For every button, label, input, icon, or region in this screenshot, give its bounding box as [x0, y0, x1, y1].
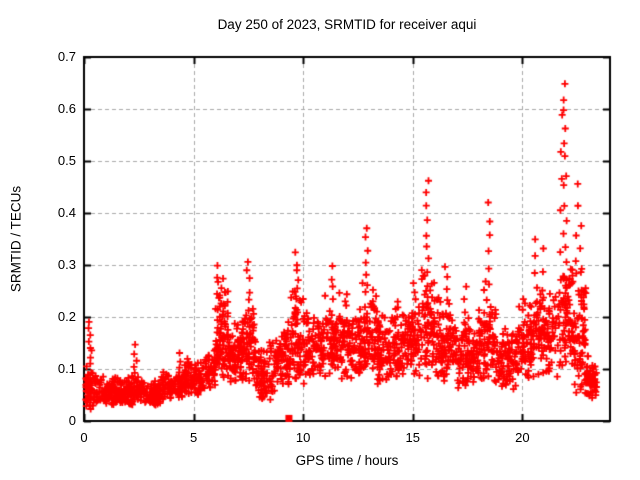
- y-tick-label: 0.4: [57, 205, 76, 220]
- y-axis-label: SRMTID / TECUs: [8, 185, 24, 293]
- y-tick-label: 0.3: [57, 257, 76, 272]
- x-tick-label: 5: [189, 430, 198, 445]
- x-tick-label: 0: [80, 430, 88, 445]
- y-tick-label: 0.6: [57, 101, 76, 116]
- y-tick-label: 0.7: [57, 49, 76, 64]
- x-tick-label: 20: [515, 430, 530, 445]
- x-tick-label: 15: [405, 430, 420, 445]
- chart-title: Day 250 of 2023, SRMTID for receiver aqu…: [217, 17, 477, 32]
- y-tick-label: 0: [68, 413, 76, 428]
- x-tick-label: 10: [295, 430, 311, 445]
- x-axis-label: GPS time / hours: [295, 453, 399, 468]
- y-tick-label: 0.2: [57, 309, 76, 324]
- y-tick-label: 0.1: [57, 361, 76, 376]
- y-tick-label: 0.5: [57, 153, 76, 168]
